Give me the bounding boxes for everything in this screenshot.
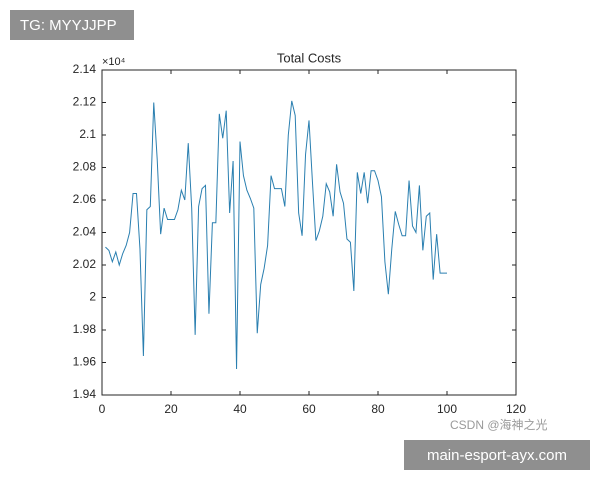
x-tick-label: 60: [302, 402, 316, 416]
x-tick-label: 120: [506, 402, 526, 416]
watermark: CSDN @海神之光: [450, 417, 548, 432]
y-tick-label: 2.06: [73, 192, 97, 206]
x-tick-label: 100: [437, 402, 457, 416]
data-line: [105, 100, 447, 370]
y-tick-label: 2.04: [73, 225, 97, 239]
y-tick-label: 1.98: [73, 322, 97, 336]
y-tick-label: 2.12: [73, 95, 97, 109]
y-tick-label: 2: [89, 290, 96, 304]
x-tick-label: 0: [99, 402, 106, 416]
y-tick-label: 1.94: [73, 387, 97, 401]
y-tick-label: 1.96: [73, 355, 97, 369]
y-tick-label: 2.02: [73, 257, 97, 271]
watermark-box: [404, 440, 590, 470]
chart-title: Total Costs: [277, 50, 342, 65]
x-tick-label: 20: [164, 402, 178, 416]
y-tick-label: 2.1: [79, 127, 96, 141]
watermark-box: [10, 10, 134, 40]
watermark: main-esport-ayx.com: [427, 447, 567, 464]
y-tick-label: 2.14: [73, 62, 97, 76]
watermark: TG: MYYJJPP: [20, 17, 117, 34]
y-tick-label: 2.08: [73, 160, 97, 174]
x-tick-label: 80: [371, 402, 385, 416]
y-multiplier: ×10⁴: [102, 56, 126, 68]
x-tick-label: 40: [233, 402, 247, 416]
